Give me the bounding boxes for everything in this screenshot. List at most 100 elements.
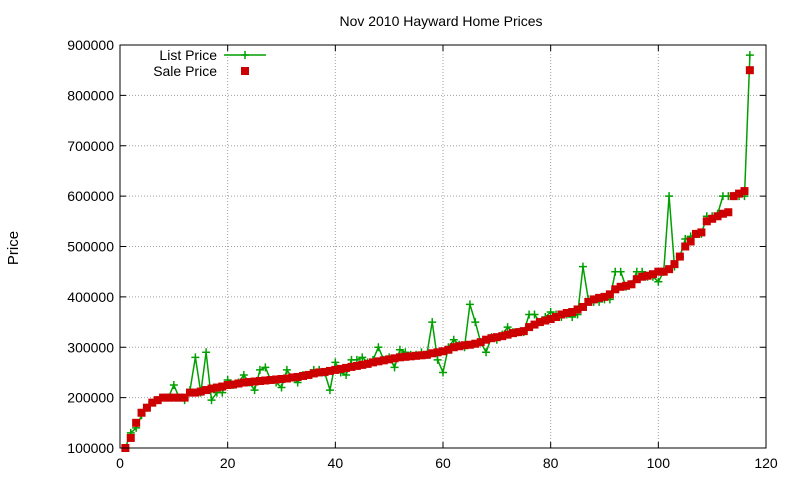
sale-price-point (395, 353, 404, 362)
sale-price-point (137, 408, 146, 417)
sale-price-point (196, 387, 205, 396)
sale-price-point (600, 292, 609, 301)
list-price-point (578, 262, 587, 271)
sale-price-point (546, 315, 555, 324)
sale-price-point (476, 338, 485, 347)
sale-price-point (697, 228, 706, 237)
sale-price-point (347, 362, 356, 371)
sale-price-point (460, 341, 469, 350)
plot-frame (119, 44, 767, 449)
sale-price-point (212, 383, 221, 392)
x-tick-label: 60 (435, 455, 451, 471)
y-tick-label: 900000 (67, 37, 114, 53)
y-tick-label: 700000 (67, 138, 114, 154)
sale-price-point (535, 318, 544, 327)
list-price-point (449, 335, 458, 344)
sale-price-point (665, 265, 674, 274)
list-price-point (169, 381, 178, 390)
series-sale-price (121, 66, 754, 452)
list-price-point (191, 353, 200, 362)
sale-price-point (439, 347, 447, 356)
sale-price-point (498, 332, 507, 341)
list-price-point (255, 365, 264, 374)
x-tick-label: 40 (328, 455, 344, 471)
sale-price-point (417, 351, 426, 360)
legend-marker-sale-price (241, 67, 249, 75)
sale-price-point (175, 393, 184, 402)
list-price-point (654, 277, 663, 286)
sale-price-point (595, 293, 604, 302)
sale-price-point (185, 388, 194, 397)
list-price-point (665, 192, 674, 201)
sale-price-point (229, 380, 238, 389)
sale-price-point (659, 267, 668, 276)
sale-price-point (455, 342, 464, 351)
sale-price-point (390, 354, 399, 363)
sale-price-point (272, 375, 281, 384)
sale-price-point (670, 260, 679, 269)
list-price-point (325, 386, 334, 395)
sale-price-point (277, 374, 286, 383)
axis-ticks: 100000 200000 300000 400000 500000 600000 7000… (67, 37, 778, 471)
sale-price-point (304, 370, 313, 379)
list-price-point (530, 310, 539, 319)
sale-price-point (465, 340, 474, 349)
list-price-point (239, 370, 248, 379)
sale-price-point (578, 302, 587, 311)
sale-price-point (692, 229, 701, 238)
sale-price-point (584, 297, 593, 306)
sale-price-point (374, 357, 383, 366)
sale-price-point (724, 208, 733, 217)
sale-price-point (169, 393, 178, 402)
sale-price-point (234, 379, 243, 388)
sale-price-point (562, 308, 571, 317)
sale-price-point (207, 384, 216, 393)
y-tick-label: 100000 (67, 440, 114, 456)
list-price-point (546, 307, 555, 316)
sale-price-point (202, 386, 211, 395)
list-price-point (428, 318, 437, 327)
sale-price-point (299, 371, 308, 380)
sale-price-point (482, 335, 491, 344)
list-price-point (503, 323, 512, 332)
sale-price-point (218, 382, 227, 391)
list-price-point (395, 345, 404, 354)
list-price-point (250, 386, 259, 395)
sale-price-point (729, 192, 738, 201)
sale-price-point (320, 367, 329, 376)
sale-price-point (331, 365, 340, 374)
list-price-point (374, 343, 383, 352)
list-price-point (439, 368, 447, 377)
chart-title: Nov 2010 Hayward Home Prices (339, 13, 542, 29)
sale-price-point (250, 377, 259, 386)
sale-price-point (503, 330, 512, 339)
sale-price-point (336, 364, 345, 373)
sale-price-point (255, 377, 264, 386)
sale-price-point (735, 189, 744, 198)
list-price-point (202, 348, 211, 357)
sale-price-point (487, 334, 496, 343)
y-tick-label: 300000 (67, 339, 114, 355)
sale-price-point (352, 361, 361, 370)
list-price-point (482, 348, 491, 357)
list-price-point (465, 300, 474, 309)
sale-price-point (422, 350, 431, 359)
series-list-price (121, 51, 754, 452)
x-tick-label: 0 (116, 455, 124, 471)
sale-price-point (180, 393, 189, 402)
sale-price-point (654, 267, 663, 276)
list-price-point (390, 363, 399, 372)
sale-price-point (745, 66, 754, 75)
legend-marker-list-price (241, 51, 249, 59)
sale-price-point (605, 290, 614, 299)
sale-price-point (525, 323, 534, 332)
sale-price-point (638, 272, 647, 281)
sale-price-point (132, 418, 141, 427)
sale-price-point (293, 372, 302, 381)
sale-price-point (552, 313, 561, 322)
list-price-point (342, 370, 351, 379)
sale-price-point (508, 329, 517, 338)
x-tick-label: 100 (647, 455, 671, 471)
